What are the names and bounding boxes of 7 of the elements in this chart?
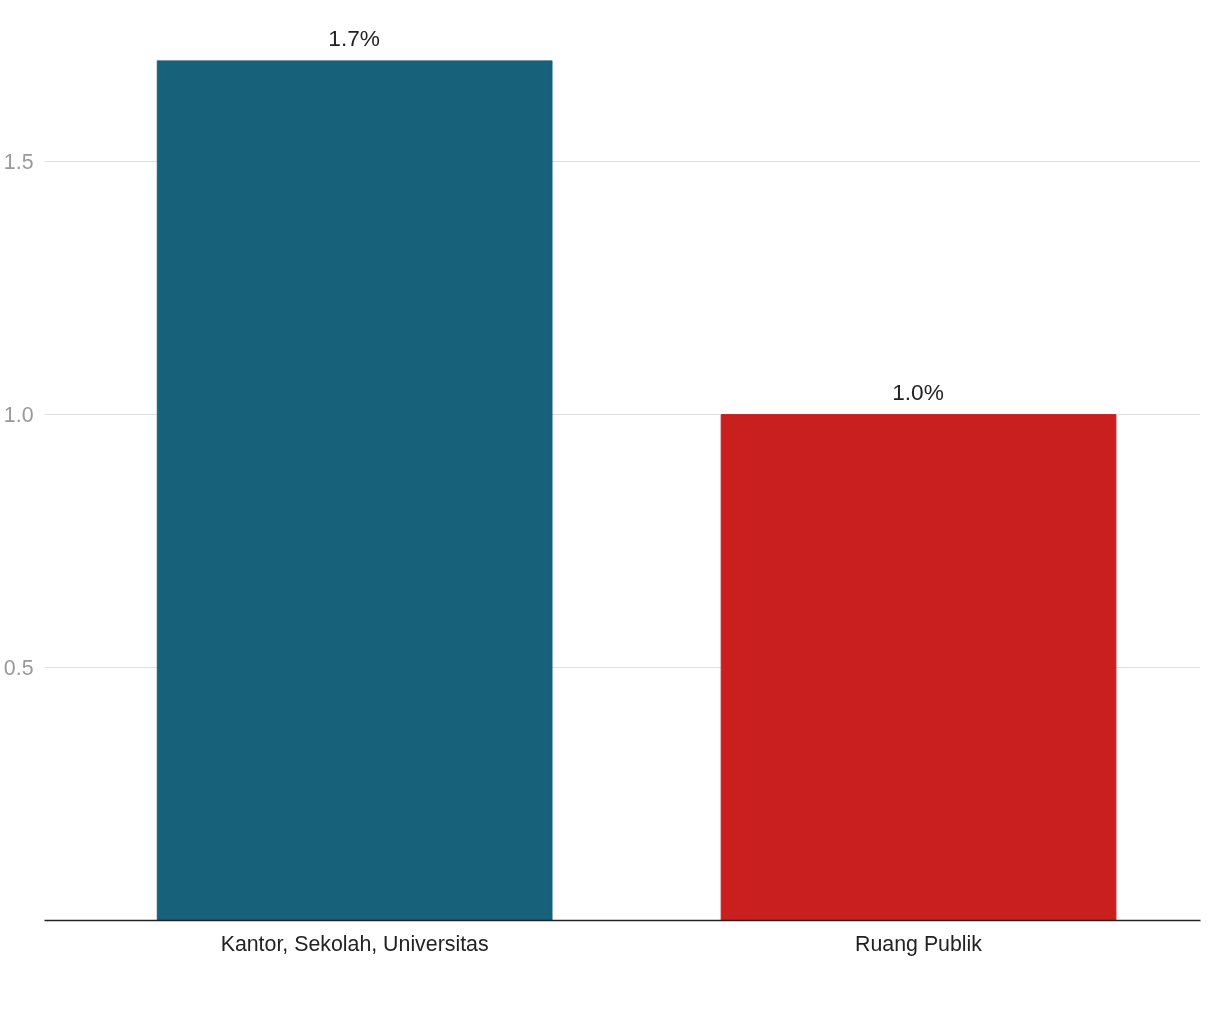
y-tick-label: 1.0 bbox=[3, 403, 34, 428]
y-tick-label: 0.5 bbox=[3, 656, 34, 681]
x-tick-label: Kantor, Sekolah, Universitas bbox=[220, 931, 489, 956]
data-label: 1.0% bbox=[892, 379, 944, 407]
y-tick-label: 1.5 bbox=[3, 150, 34, 175]
x-tick-label: Ruang Publik bbox=[855, 931, 983, 956]
data-label: 1.7% bbox=[328, 25, 380, 52]
